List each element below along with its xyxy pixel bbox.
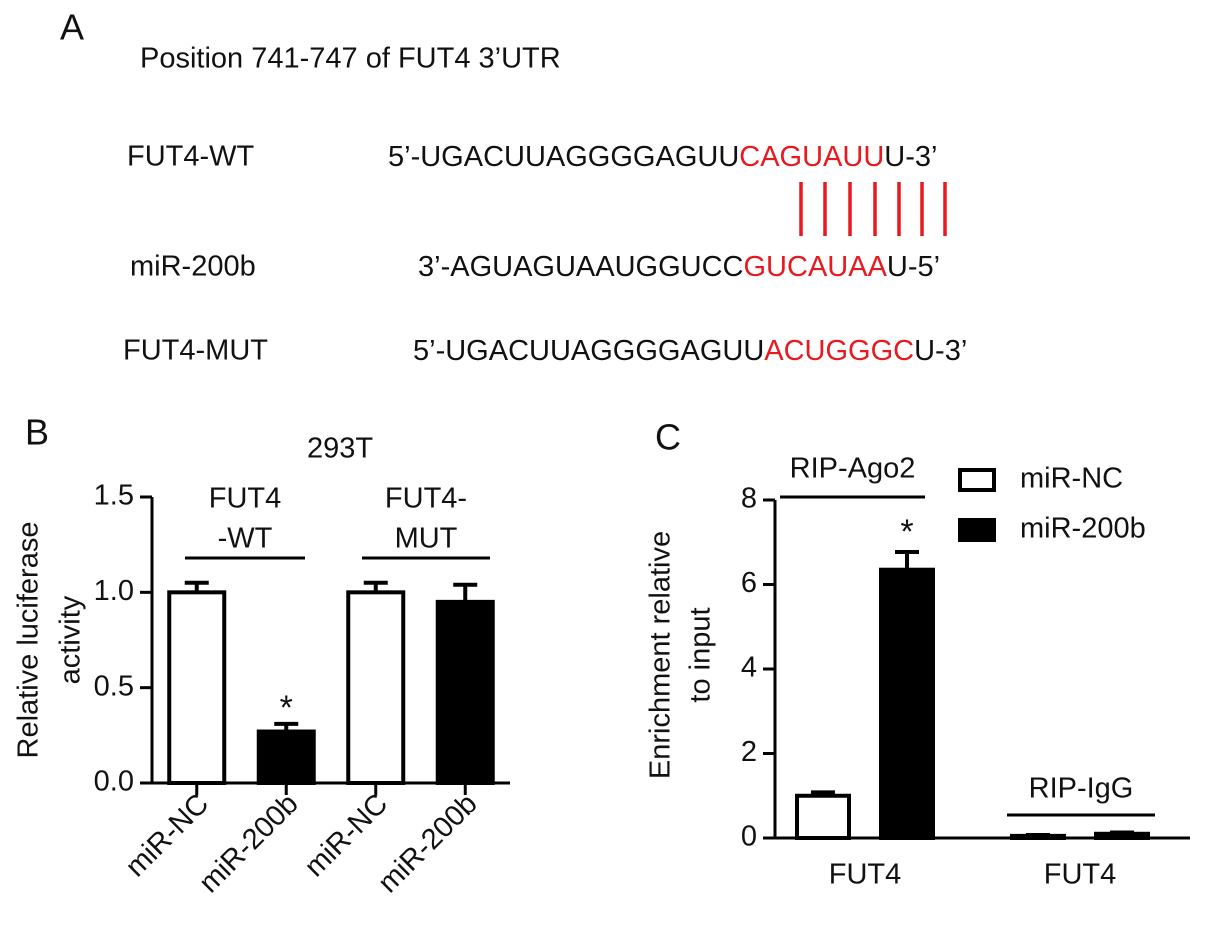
y-tick-label: 2 [741,736,757,768]
sequence: 3’-AGUAGUAAUGGUCCGUCAUAAU-5’ [418,251,940,283]
sequence-part: 3’-AGUAGUAAUGGUCC [418,251,744,283]
y-tick-label: 0.5 [94,670,134,702]
legend-label: miR-200b [1020,513,1146,545]
sequence-part: U-3’ [914,335,967,367]
seed-site: ACUGGGC [764,335,914,367]
y-tick-label: 1.0 [94,575,134,607]
x-tick-label: miR-200b [372,788,484,900]
panel-label: B [25,412,49,453]
row-label: FUT4-WT [127,141,255,173]
y-tick-label: 4 [741,652,757,684]
y-tick-label: 6 [741,567,757,599]
significance: * [900,513,913,551]
y-tick-label: 0.0 [94,766,134,798]
legend-label: miR-NC [1020,463,1123,495]
panel-label: A [60,7,84,48]
bar [795,793,851,840]
y-axis-label: Relative luciferase [13,522,45,759]
x-tick-label: FUT4 [1044,859,1117,891]
bar [256,729,316,786]
sequence-part: U-3’ [884,141,937,173]
sequence: 5’-UGACUUAGGGGAGUUACUGGGCU-3’ [413,335,967,367]
chart-title: 293T [307,433,373,465]
group-label: MUT [395,523,458,555]
row-label: FUT4-MUT [123,335,268,367]
sequence-part: U-5’ [887,251,940,283]
x-tick-label: miR-200b [193,788,305,900]
panel-title: Position 741-747 of FUT4 3’UTR [140,43,561,75]
group-label: FUT4- [385,483,467,515]
group-label: FUT4 [209,483,282,515]
y-axis-label: Enrichment relative [645,531,677,779]
y-axis-label: to input [685,607,717,702]
sequence-part: 5’-UGACUUAGGGGAGUU [388,141,739,173]
row-label: miR-200b [130,251,256,283]
seed-site: CAGUAUU [739,141,884,173]
sequence: 5’-UGACUUAGGGGAGUUCAGUAUUU-3’ [388,141,937,173]
group-label: RIP-IgG [1029,773,1134,805]
significance: * [280,689,293,727]
y-tick-label: 8 [741,483,757,515]
bar [346,590,406,785]
bar [879,567,935,841]
panel-label: C [655,417,681,458]
y-axis-label: activity [55,595,87,684]
group-label: RIP-Ago2 [790,453,916,485]
x-tick-label: FUT4 [829,859,902,891]
bar [435,599,495,785]
y-tick-label: 0 [741,821,757,853]
legend-swatch [958,468,996,492]
bar [167,590,227,785]
group-label: -WT [218,523,273,555]
y-tick-label: 1.5 [94,480,134,512]
legend-swatch [958,518,996,542]
seed-site: GUCAUAA [744,251,888,283]
sequence-part: 5’-UGACUUAGGGGAGUU [413,335,764,367]
base-pairing [799,182,947,236]
